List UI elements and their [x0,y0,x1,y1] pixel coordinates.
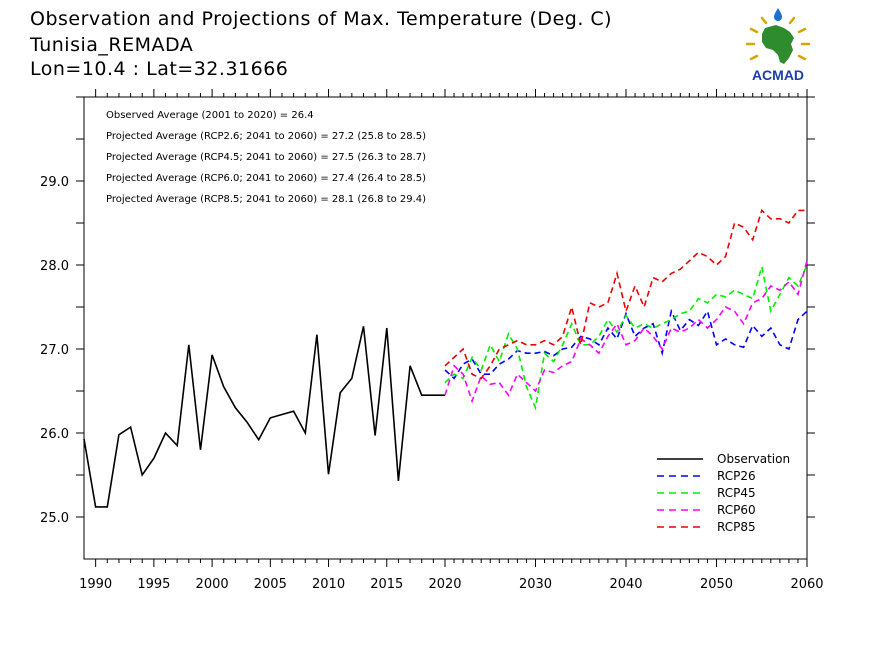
series-line-rcp45 [444,264,808,411]
axis-ticks: 1990 1995 2000 2005 2010 2015 2020 2030 2040 2050… [40,89,824,592]
annotation-line: Observed Average (2001 to 2020) = 26.4 [106,110,314,121]
africa-map-icon [762,25,794,64]
plot-frame [83,96,808,560]
y-tick-label: 28.0 [40,259,69,274]
acmad-logo: ACMAD [745,8,811,83]
annotation-line: Projected Average (RCP6.0; 2041 to 2060)… [106,173,426,184]
legend: Observation RCP26 RCP45 RCP60 RCP85 [657,452,790,534]
y-tick-label: 29.0 [40,175,69,190]
x-tick-label: 2005 [254,577,287,592]
legend-label: RCP45 [717,486,756,500]
series-lines [83,208,808,508]
x-tick-label: 2040 [609,577,642,592]
annotation-line: Projected Average (RCP4.5; 2041 to 2060)… [106,152,426,163]
y-tick-label: 27.0 [40,343,69,358]
station-coordinates: Lon=10.4 : Lat=32.31666 [30,58,289,80]
series-line-rcp26 [444,308,808,380]
x-tick-label: 1990 [79,577,112,592]
x-tick-label: 1995 [137,577,170,592]
x-tick-label: 2030 [519,577,552,592]
station-name: Tunisia_REMADA [30,34,194,56]
y-tick-label: 25.0 [40,511,69,526]
raindrop-icon [774,8,782,21]
y-tick-label: 26.0 [40,427,69,442]
annotations: Observed Average (2001 to 2020) = 26.4 Pr… [106,110,426,205]
chart-title: Observation and Projections of Max. Temp… [30,8,613,30]
legend-label: RCP60 [717,503,756,517]
legend-label: RCP85 [717,520,756,534]
x-tick-label: 2020 [428,577,461,592]
x-tick-label: 2000 [196,577,229,592]
x-tick-label: 2015 [370,577,403,592]
annotation-line: Projected Average (RCP2.6; 2041 to 2060)… [106,131,426,142]
series-line-observation [83,326,445,508]
series-line-rcp60 [444,260,808,404]
x-tick-label: 2050 [700,577,733,592]
legend-label: RCP26 [717,469,756,483]
series-line-rcp85 [444,208,807,380]
legend-label: Observation [717,452,790,466]
logo-text: ACMAD [752,67,804,83]
x-tick-label: 2060 [790,577,823,592]
annotation-line: Projected Average (RCP8.5; 2041 to 2060)… [106,194,426,205]
x-tick-label: 2010 [312,577,345,592]
